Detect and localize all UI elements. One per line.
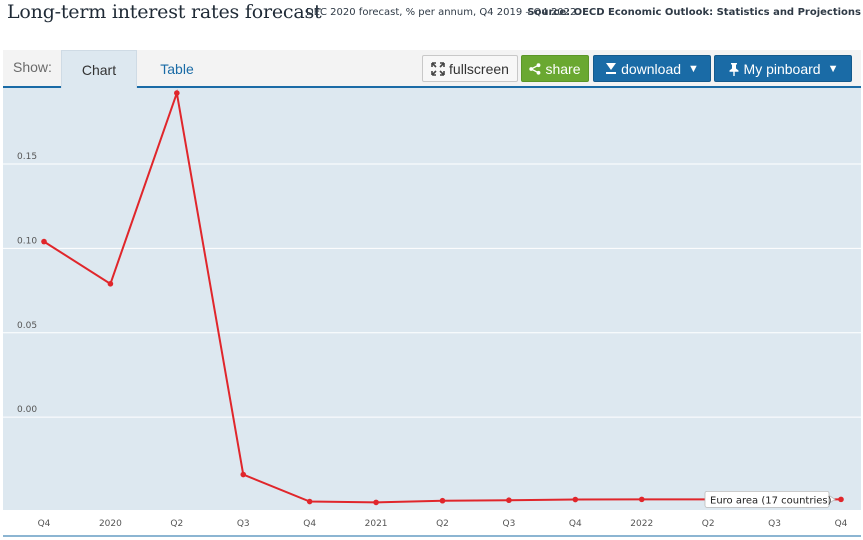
x-tick-label: Q2 (436, 519, 449, 529)
y-axis-labels: 0.00 0.05 0.10 0.15 (17, 152, 37, 415)
x-tick-label: Q2 (702, 519, 715, 529)
pinboard-button[interactable]: My pinboard ▼ (714, 55, 852, 82)
y-tick-label: 0.05 (17, 321, 37, 331)
show-label: Show: (13, 59, 52, 75)
gridlines (3, 163, 861, 418)
download-icon (605, 62, 617, 75)
data-point[interactable] (373, 499, 379, 506)
chevron-down-icon: ▼ (827, 62, 839, 75)
chart-area: 0.00 0.05 0.10 0.15 Q4 2020 Q2 Q3 Q4 2021 Q2 Q3 Q4 2… (3, 88, 861, 538)
fullscreen-icon (431, 61, 445, 76)
x-tick-label: Q3 (237, 519, 250, 529)
data-point[interactable] (240, 471, 247, 478)
data-point[interactable] (306, 498, 313, 505)
share-button[interactable]: share (521, 55, 589, 82)
data-point[interactable] (838, 496, 844, 503)
y-tick-label: 0.15 (17, 152, 37, 162)
page-subtitle: DEC 2020 forecast, % per annum, Q4 2019 … (306, 7, 577, 18)
tab-table[interactable]: Table (160, 60, 194, 77)
fullscreen-label: fullscreen (449, 60, 509, 77)
x-tick-label: 2020 (99, 519, 122, 529)
download-label: download (621, 60, 682, 77)
x-tick-label: 2022 (630, 519, 653, 529)
x-tick-label: 2021 (365, 519, 388, 529)
x-axis-labels: Q4 2020 Q2 Q3 Q4 2021 Q2 Q3 Q4 2022 Q2 Q3 Q4 (38, 519, 848, 529)
data-point[interactable] (174, 90, 180, 96)
data-point[interactable] (107, 281, 114, 287)
share-icon (529, 62, 541, 75)
series-label: Euro area (17 countries) (704, 490, 836, 508)
header: Long-term interest rates forecast DEC 20… (0, 0, 863, 28)
data-point[interactable] (41, 238, 47, 245)
toolbar: Show: Chart Table fullscreen share downl… (3, 50, 861, 88)
page-title: Long-term interest rates forecast (7, 1, 322, 23)
source-note: Source: OECD Economic Outlook: Statistic… (527, 7, 861, 18)
data-point[interactable] (638, 496, 645, 503)
data-point[interactable] (506, 497, 512, 504)
pin-icon (728, 62, 740, 76)
data-point[interactable] (572, 496, 579, 503)
chevron-down-icon: ▼ (688, 62, 699, 75)
pinboard-label: My pinboard (743, 60, 821, 77)
tab-chart[interactable]: Chart (61, 50, 137, 88)
x-tick-label: Q2 (170, 519, 183, 529)
x-tick-label: Q4 (38, 519, 51, 529)
x-tick-label: Q4 (303, 519, 316, 529)
x-tick-label: Q4 (569, 519, 582, 529)
download-button[interactable]: download ▼ (593, 55, 711, 82)
fullscreen-button[interactable]: fullscreen (422, 55, 518, 82)
plot-background (3, 88, 861, 510)
x-tick-label: Q3 (768, 519, 781, 529)
y-tick-label: 0.10 (17, 236, 37, 246)
series-label-pointer (828, 494, 836, 505)
data-point[interactable] (439, 497, 446, 504)
line-chart: 0.00 0.05 0.10 0.15 Q4 2020 Q2 Q3 Q4 2021 Q2 Q3 Q4 2… (3, 88, 861, 537)
y-tick-label: 0.00 (17, 405, 37, 415)
series-label-text: Euro area (17 countries) (710, 495, 832, 506)
x-tick-label: Q3 (503, 519, 516, 529)
share-label: share (545, 60, 581, 77)
x-tick-label: Q4 (835, 519, 848, 529)
